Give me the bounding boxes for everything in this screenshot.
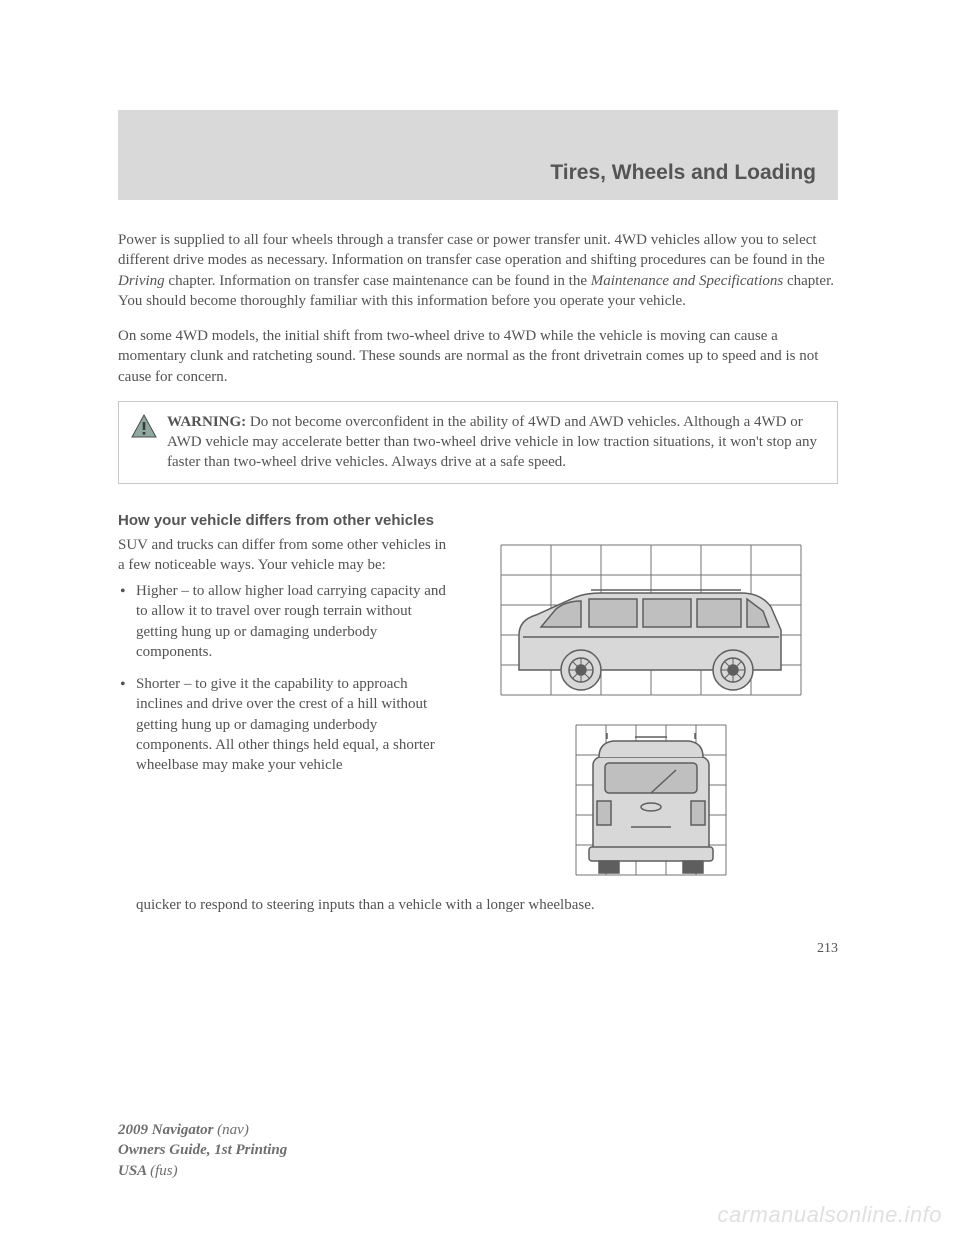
p1-part-b: chapter. Information on transfer case ma… — [168, 273, 587, 289]
bullet-shorter: Shorter – to give it the capability to a… — [118, 674, 448, 775]
paragraph-2: On some 4WD models, the initial shift fr… — [118, 326, 838, 387]
footer-line-3: USA (fus) — [118, 1161, 287, 1181]
section-title: Tires, Wheels and Loading — [550, 161, 816, 185]
warning-text: Do not become overconfident in the abili… — [167, 414, 817, 471]
bullet-higher: Higher – to allow higher load carrying c… — [118, 581, 448, 662]
p1-italic-maintenance: Maintenance and Specifications — [591, 273, 783, 289]
footer-block: 2009 Navigator (nav) Owners Guide, 1st P… — [118, 1120, 287, 1181]
warning-content: WARNING: Do not become overconfident in … — [167, 412, 825, 473]
footer-line-1: 2009 Navigator (nav) — [118, 1120, 287, 1140]
two-column-layout: SUV and trucks can differ from some othe… — [118, 535, 838, 895]
header-band: Tires, Wheels and Loading — [118, 110, 838, 200]
warning-box: WARNING: Do not become overconfident in … — [118, 401, 838, 484]
subheading: How your vehicle differs from other vehi… — [118, 512, 838, 529]
footer-region: USA — [118, 1163, 150, 1179]
p1-italic-driving: Driving — [118, 273, 165, 289]
page-content: Tires, Wheels and Loading Power is suppl… — [118, 110, 838, 957]
page-number: 213 — [118, 941, 838, 957]
warning-label: WARNING: — [167, 414, 246, 430]
left-text-column: SUV and trucks can differ from some othe… — [118, 535, 448, 895]
suv-grid-illustration — [481, 535, 821, 895]
bullet-continuation: quicker to respond to steering inputs th… — [118, 895, 838, 915]
footer-model: 2009 Navigator — [118, 1122, 217, 1138]
footer-line-2: Owners Guide, 1st Printing — [118, 1140, 287, 1160]
p1-part-a: Power is supplied to all four wheels thr… — [118, 232, 825, 268]
intro-text: SUV and trucks can differ from some othe… — [118, 535, 448, 576]
illustration-column — [464, 535, 838, 895]
paragraph-1: Power is supplied to all four wheels thr… — [118, 230, 838, 311]
warning-triangle-icon — [131, 414, 157, 438]
footer-code-2: (fus) — [150, 1163, 178, 1179]
bullet-list: Higher – to allow higher load carrying c… — [118, 581, 448, 775]
footer-code-1: (nav) — [217, 1122, 249, 1138]
watermark-text: carmanualsonline.info — [717, 1202, 942, 1228]
